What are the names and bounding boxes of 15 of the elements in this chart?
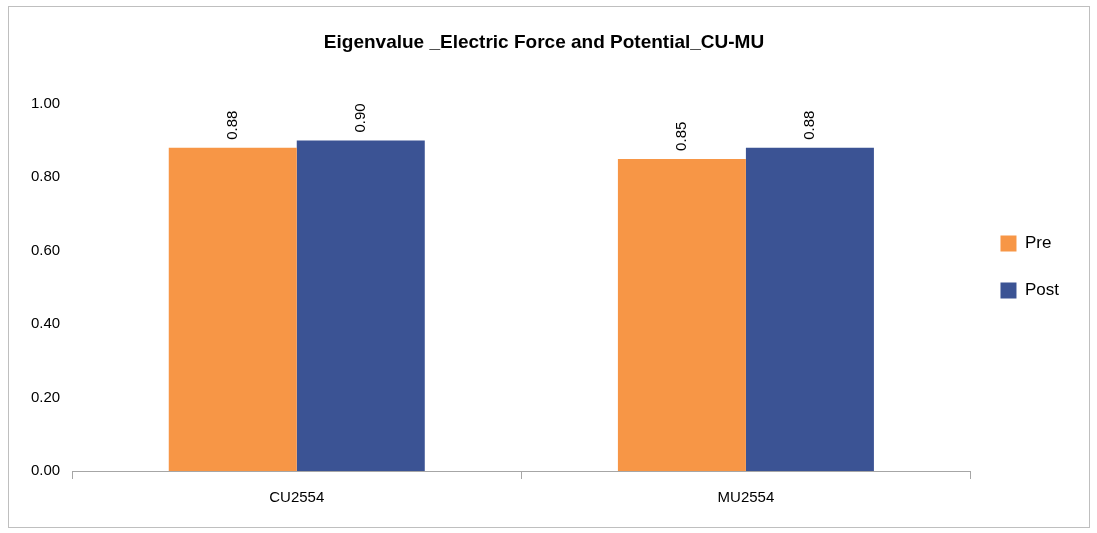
y-tick-label: 0.40 [30,314,61,332]
y-tick-label: 1.00 [30,93,61,111]
data-label: 0.88 [222,110,240,140]
y-tick-label: 0.00 [30,461,61,479]
x-tick-label: CU2554 [269,488,325,506]
legend-label: Post [1024,280,1060,300]
x-tick-label: MU2554 [717,488,775,506]
data-label: 0.88 [800,110,818,140]
y-tick-label: 0.20 [30,387,61,405]
y-tick-label: 0.80 [30,167,61,185]
chart-title: Eigenvalue _Electric Force and Potential_CU-MU [323,30,765,52]
data-label: 0.90 [350,103,368,133]
legend-label: Pre [1024,233,1052,253]
y-tick-label: 0.60 [30,240,61,258]
data-label: 0.85 [672,121,690,151]
